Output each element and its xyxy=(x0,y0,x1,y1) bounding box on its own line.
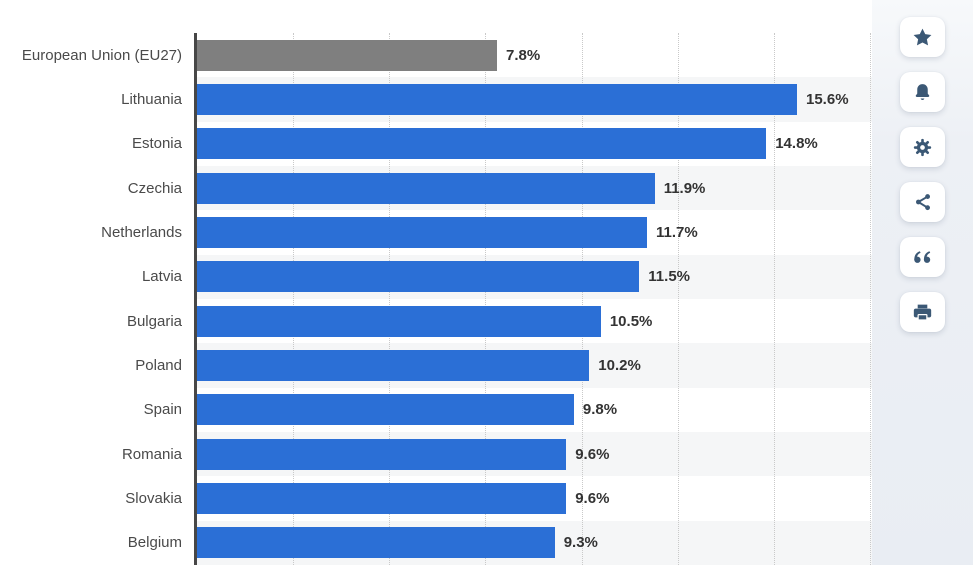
share-button[interactable] xyxy=(900,182,945,222)
gear-icon xyxy=(912,137,933,158)
chart-row: Lithuania 15.6% xyxy=(0,77,872,122)
value-label: 7.8% xyxy=(506,46,541,64)
bar[interactable] xyxy=(197,527,555,559)
value-label: 11.5% xyxy=(648,268,691,286)
category-label: Bulgaria xyxy=(126,312,182,330)
category-label: Spain xyxy=(143,401,182,419)
chart-row: Netherlands 11.7% xyxy=(0,210,872,254)
value-label: 9.8% xyxy=(582,401,618,419)
bar-track: 10.5% xyxy=(197,299,872,343)
bar[interactable] xyxy=(197,216,647,248)
value-label: 11.7% xyxy=(656,223,698,241)
value-label: 15.6% xyxy=(806,90,849,108)
chart-row: Latvia 11.5% xyxy=(0,254,872,299)
category-label: Czechia xyxy=(127,179,182,197)
chart-row: Bulgaria 10.5% xyxy=(0,299,872,343)
category-label: Netherlands xyxy=(101,223,182,241)
chart-row: Slovakia 9.6% xyxy=(0,476,872,520)
bar-track: 11.9% xyxy=(197,165,872,211)
bar[interactable] xyxy=(197,172,655,204)
star-icon xyxy=(912,27,933,48)
chart-rows: European Union (EU27) 7.8% Lithuania 15.6% E… xyxy=(0,33,872,565)
bar-track: 10.2% xyxy=(197,343,872,388)
bar-track: 9.3% xyxy=(197,520,872,565)
bell-icon xyxy=(912,82,933,103)
category-label: Latvia xyxy=(141,268,182,286)
citation-button[interactable] xyxy=(900,237,945,277)
bar-track: 15.6% xyxy=(197,77,872,122)
category-label: Estonia xyxy=(131,135,182,153)
value-label: 11.9% xyxy=(663,179,706,197)
bar[interactable] xyxy=(197,438,567,470)
bar[interactable] xyxy=(197,482,567,514)
printer-icon xyxy=(912,302,933,323)
category-label: Poland xyxy=(135,356,182,374)
category-label: European Union (EU27) xyxy=(21,46,182,64)
bar-track: 7.8% xyxy=(197,33,872,77)
bar-track: 14.8% xyxy=(197,122,872,166)
bar-track: 11.5% xyxy=(197,254,872,299)
category-label: Romania xyxy=(121,445,182,463)
chart-row: European Union (EU27) 7.8% xyxy=(0,33,872,77)
bar-track: 11.7% xyxy=(197,210,872,254)
value-label: 10.5% xyxy=(609,312,653,330)
bar[interactable] xyxy=(197,305,601,337)
chart-row: Belgium 9.3% xyxy=(0,520,872,565)
bar-chart: European Union (EU27) 7.8% Lithuania 15.6% E… xyxy=(0,33,872,565)
value-label: 9.6% xyxy=(575,489,610,507)
y-axis-line xyxy=(194,33,197,565)
bar-track: 9.8% xyxy=(197,388,872,432)
category-label: Slovakia xyxy=(125,489,182,507)
settings-button[interactable] xyxy=(900,127,945,167)
category-label: Lithuania xyxy=(121,90,182,108)
bar-track: 9.6% xyxy=(197,476,872,520)
bar[interactable] xyxy=(197,83,797,115)
notifications-button[interactable] xyxy=(900,72,945,112)
bar[interactable] xyxy=(197,394,574,426)
action-toolbar xyxy=(872,0,973,565)
bar[interactable] xyxy=(197,349,590,381)
chart-row: Poland 10.2% xyxy=(0,343,872,388)
bar-highlight[interactable] xyxy=(197,39,497,71)
quote-icon xyxy=(912,247,933,268)
chart-row: Spain 9.8% xyxy=(0,388,872,432)
value-label: 9.6% xyxy=(575,445,610,463)
value-label: 9.3% xyxy=(563,534,598,552)
favorite-button[interactable] xyxy=(900,17,945,57)
value-label: 10.2% xyxy=(598,356,641,374)
chart-row: Estonia 14.8% xyxy=(0,122,872,166)
bar-track: 9.6% xyxy=(197,431,872,477)
category-label: Belgium xyxy=(127,534,182,552)
bar[interactable] xyxy=(197,261,640,293)
chart-row: Czechia 11.9% xyxy=(0,165,872,211)
value-label: 14.8% xyxy=(775,135,818,153)
share-icon xyxy=(913,192,933,212)
print-button[interactable] xyxy=(900,292,945,332)
chart-row: Romania 9.6% xyxy=(0,431,872,477)
bar[interactable] xyxy=(197,128,767,160)
